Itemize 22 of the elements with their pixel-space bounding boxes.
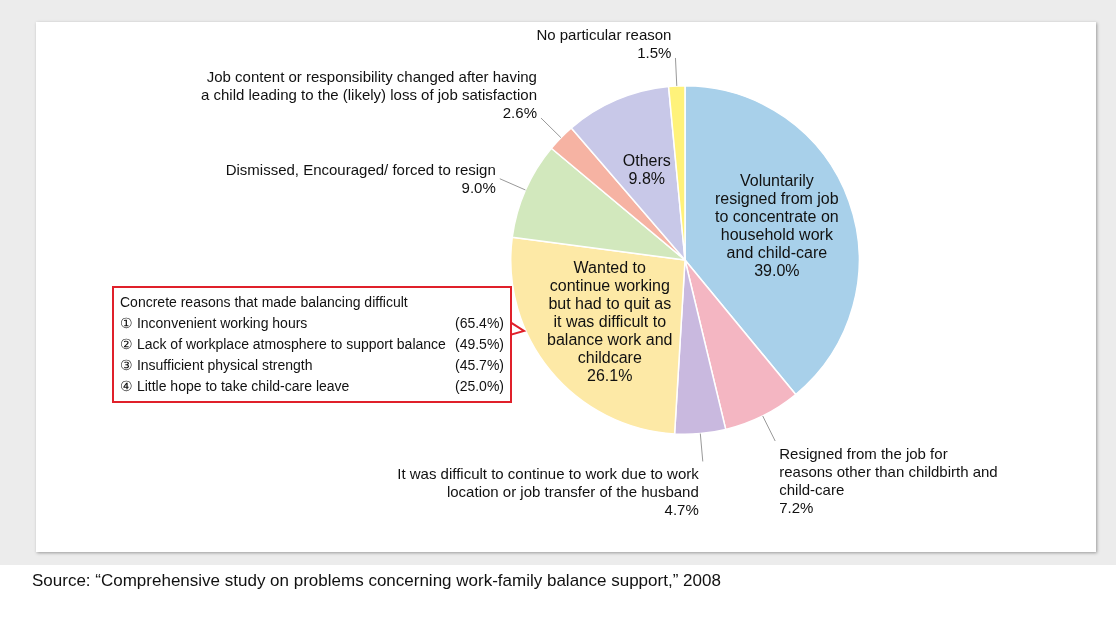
text: ③ Insufficient physical strength (45.7%) bbox=[120, 357, 504, 373]
slice-label: Others bbox=[622, 151, 671, 169]
data-label: 7.2% bbox=[779, 498, 814, 516]
slice-label: It was difficult to continue to work due to work location or job transfer of the husband bbox=[397, 465, 700, 501]
slice-label: Voluntarily resigned from job to concentrate on household work and child-care bbox=[715, 172, 839, 262]
data-label: 1.5% bbox=[637, 43, 672, 61]
data-label: 9.8% bbox=[628, 169, 666, 187]
text: Concrete reasons that made balancing difficult bbox=[120, 293, 409, 312]
data-label: 39.0% bbox=[754, 262, 800, 280]
text: ② Lack of workplace atmosphere to support balance (49.5%) bbox=[120, 335, 504, 354]
data-label: 9.0% bbox=[461, 179, 496, 197]
text: ④ Little hope to take child-care leave (25.0%) bbox=[120, 378, 504, 394]
slice-label: Job content or responsibility changed after having a child leading to the (likely) loss of job satisfaction bbox=[200, 67, 537, 103]
source-note: Source: “Comprehensive study on problems concerning work-family balance support,” 2008 bbox=[32, 570, 722, 592]
data-label: 2.6% bbox=[502, 103, 537, 121]
data-label: 4.7% bbox=[664, 501, 699, 519]
slice-label: No particular reason bbox=[536, 25, 672, 43]
slice-label: Resigned from the job for reasons other than childbirth and child-care bbox=[779, 444, 998, 498]
text: ① Inconvenient working hours (65.4%) bbox=[120, 315, 504, 331]
slice-label: Dismissed, Encouraged/ forced to resign bbox=[225, 161, 496, 179]
slice-label: Wanted to continue working but had to quit as it was difficult to balance work and childcare bbox=[547, 258, 673, 366]
data-label: 26.1% bbox=[587, 366, 633, 384]
